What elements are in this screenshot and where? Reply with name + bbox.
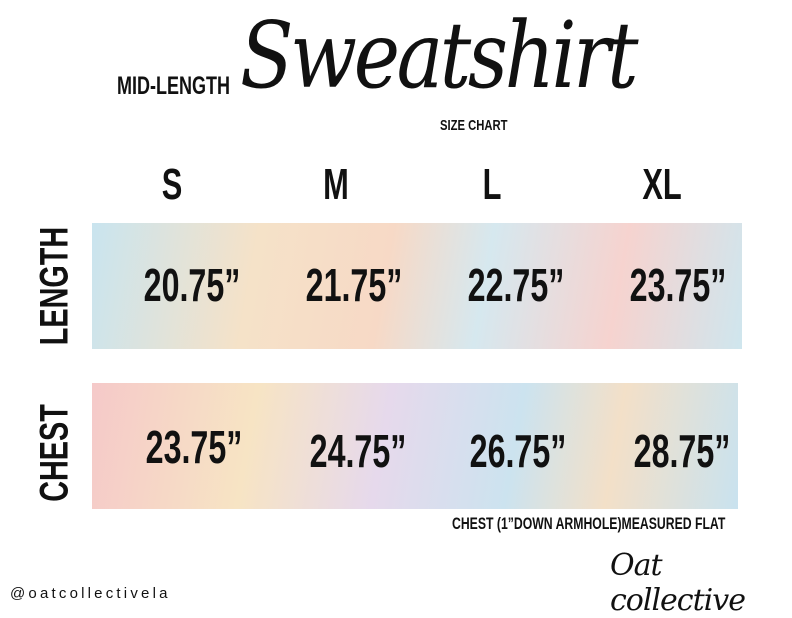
chest-value-xl: 28.75”: [633, 425, 731, 477]
size-header-l: L: [482, 160, 502, 209]
subtitle: SIZE CHART: [440, 117, 508, 134]
length-row-band: [92, 223, 742, 349]
row-label-length: LENGTH: [32, 226, 77, 346]
chest-value-m: 24.75”: [309, 425, 407, 477]
title-prefix: MID-LENGTH: [117, 72, 230, 100]
social-handle: @oatcollectivela: [10, 585, 171, 602]
chest-value-s: 23.75”: [145, 421, 243, 473]
length-value-xl: 23.75”: [629, 259, 727, 311]
chest-row-band: [92, 383, 738, 509]
length-value-s: 20.75”: [143, 259, 241, 311]
size-header-s: S: [161, 160, 183, 209]
size-header-m: M: [323, 160, 349, 209]
length-value-m: 21.75”: [305, 259, 403, 311]
row-label-chest: CHEST: [32, 404, 77, 502]
chest-value-l: 26.75”: [469, 425, 567, 477]
length-value-l: 22.75”: [467, 259, 565, 311]
measurement-note: CHEST (1”DOWN ARMHOLE)MEASURED FLAT: [452, 514, 726, 533]
brand-logo: Oat collective: [610, 548, 746, 618]
size-header-xl: XL: [642, 160, 682, 209]
page-title: Sweatshirt: [240, 2, 639, 109]
